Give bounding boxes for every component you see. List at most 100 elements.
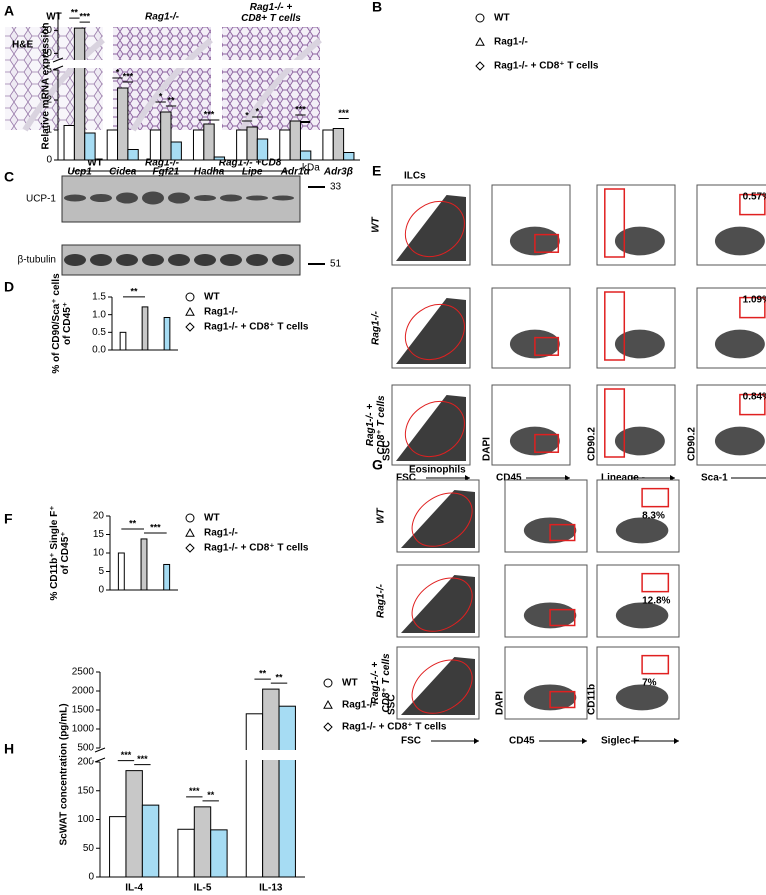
x-tick-label: IL-4	[125, 883, 143, 894]
significance-label: ***	[338, 108, 349, 118]
bar	[279, 129, 291, 161]
gate-percent: 12.8%	[642, 596, 670, 607]
bar	[63, 125, 75, 161]
bar	[141, 306, 149, 351]
flow-gate	[641, 487, 670, 508]
y-tick-label: 150	[77, 785, 94, 796]
bar	[256, 138, 269, 161]
flow-gate	[604, 188, 626, 258]
y-axis-label: Relative mRNA expression	[41, 23, 52, 150]
y-axis-label: of CD45⁺	[60, 531, 71, 574]
bar	[193, 806, 212, 878]
tissue-band	[130, 37, 213, 132]
y-tick-label: 50	[83, 843, 95, 854]
y-tick-label: 10	[93, 548, 105, 559]
flow-density	[401, 490, 475, 548]
bar	[177, 828, 195, 878]
y-axis-label: CD90.2	[687, 427, 698, 461]
band	[272, 254, 294, 266]
axis-arrowhead	[474, 738, 479, 744]
flow-density	[401, 657, 475, 715]
y-tick-label: 0.5	[92, 327, 106, 338]
significance-label: ***	[150, 522, 161, 532]
row-label: CD8⁺ T cells	[381, 653, 392, 713]
image-label: WT	[46, 12, 62, 23]
y-tick-label: 10	[41, 48, 53, 59]
band	[246, 195, 268, 201]
flow-gate	[739, 393, 766, 416]
significance-label: **	[168, 95, 176, 105]
bar	[163, 316, 171, 351]
histology-image	[5, 27, 103, 130]
group-label: Rag1-/-	[145, 158, 180, 169]
bar	[73, 27, 86, 161]
bar	[203, 123, 215, 161]
y-tick-label: 0.0	[92, 345, 106, 356]
flow-density	[401, 575, 475, 633]
flow-gate	[549, 523, 576, 542]
x-axis-label: CD45	[509, 736, 535, 747]
legend-label: WT	[204, 292, 220, 303]
legend-label: Rag1-/-	[204, 528, 238, 539]
row-label: WT	[371, 216, 382, 232]
legend-label: Rag1-/- + CD8⁺ T cells	[204, 543, 309, 554]
bar	[127, 149, 139, 161]
y-tick-label: 0	[98, 585, 104, 596]
significance-label: ***	[295, 104, 306, 114]
bar	[213, 156, 226, 161]
y-tick-label: 2500	[72, 667, 95, 678]
image-label: Rag1-/- +	[250, 2, 293, 13]
y-axis-label: SSC	[387, 694, 398, 715]
flow-density	[614, 226, 665, 256]
x-tick-label: Cidea	[109, 167, 137, 178]
bar	[125, 770, 143, 878]
legend-label: Rag1-/- + CD8⁺ T cells	[342, 722, 447, 733]
flow-gate	[739, 193, 766, 216]
group-label: Rag1-/- +CD8	[219, 158, 282, 169]
y-axis-label: SSC	[382, 440, 393, 461]
tissue-band	[22, 37, 105, 132]
break-mark	[94, 757, 106, 763]
flow-gate	[404, 400, 465, 458]
band	[272, 195, 294, 201]
flow-plot	[596, 646, 680, 720]
flow-density	[396, 298, 466, 364]
row-label: Rag1-/- +	[365, 404, 376, 447]
y-tick-label: 500	[77, 743, 94, 754]
band	[142, 254, 164, 266]
y-tick-label: 0	[88, 872, 94, 883]
flow-gate	[404, 303, 465, 361]
bar	[262, 688, 280, 878]
bar	[106, 129, 119, 161]
gate-percent: 0.84%	[743, 392, 766, 403]
y-tick-label: 1000	[72, 724, 95, 735]
flow-density	[615, 684, 669, 711]
flow-density	[714, 426, 765, 456]
image-label: CD8+ T cells	[241, 13, 301, 24]
band-label: UCP-1	[26, 194, 56, 205]
gate-percent: 0.57%	[743, 192, 766, 203]
band	[246, 254, 268, 266]
y-tick-label: 20	[41, 25, 53, 36]
flow-gate	[534, 233, 560, 253]
band	[220, 194, 242, 202]
legend-label: Rag1-/-	[342, 700, 376, 711]
bar	[192, 129, 205, 161]
bar	[246, 126, 258, 161]
gate-percent: 7%	[642, 678, 657, 689]
y-axis-label: CD11b	[587, 684, 598, 715]
y-axis-label: DAPI	[495, 691, 506, 715]
bar	[119, 331, 127, 351]
significance-label: ***	[189, 786, 200, 796]
stain-label: H&E	[12, 40, 33, 51]
x-axis-label: Sca-1	[701, 473, 728, 484]
row-label: Rag1-/-	[371, 310, 382, 345]
bar	[343, 152, 355, 161]
bar	[84, 132, 96, 161]
significance-label: **	[259, 668, 267, 678]
size-label: 33	[330, 182, 342, 193]
flow-density	[396, 395, 466, 461]
x-tick-label: Fgf21	[153, 167, 180, 178]
significance-label: ***	[137, 754, 148, 764]
flow-gate	[534, 336, 560, 356]
